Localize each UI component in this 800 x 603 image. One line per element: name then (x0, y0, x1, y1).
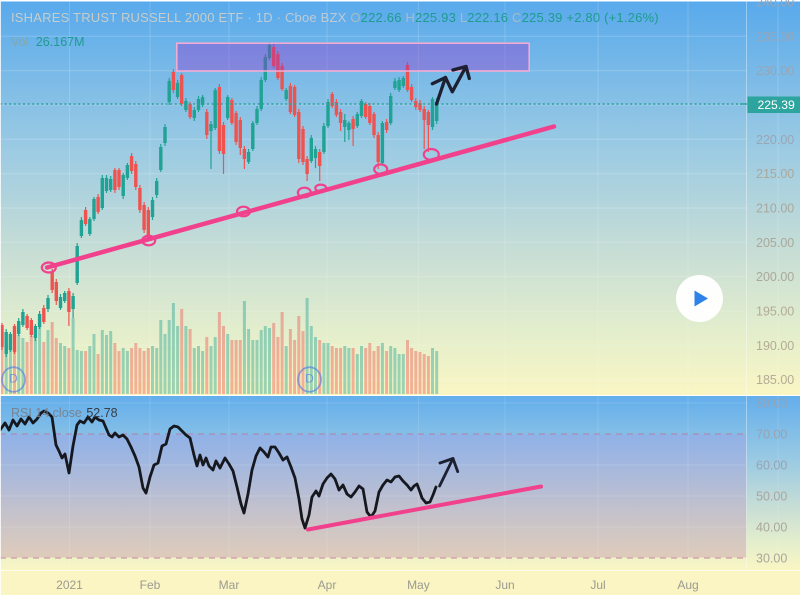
svg-text:70.00: 70.00 (756, 428, 787, 442)
svg-text:RSI 14 close 52.78: RSI 14 close 52.78 (11, 406, 118, 420)
svg-text:195.00: 195.00 (756, 305, 794, 319)
svg-text:220.00: 220.00 (756, 133, 794, 147)
svg-text:D: D (9, 372, 18, 386)
svg-text:215.00: 215.00 (756, 167, 794, 181)
svg-text:190.00: 190.00 (756, 339, 794, 353)
svg-text:2021: 2021 (56, 578, 83, 592)
svg-text:Jul: Jul (590, 578, 605, 592)
svg-text:D: D (305, 372, 314, 386)
svg-text:230.00: 230.00 (756, 64, 794, 78)
svg-text:Aug: Aug (677, 578, 698, 592)
svg-text:Mar: Mar (219, 578, 240, 592)
svg-text:185.00: 185.00 (756, 373, 794, 387)
svg-text:80.00: 80.00 (756, 397, 787, 411)
svg-text:Jun: Jun (495, 578, 514, 592)
svg-text:50.00: 50.00 (756, 490, 787, 504)
svg-text:210.00: 210.00 (756, 202, 794, 216)
svg-text:Feb: Feb (140, 578, 161, 592)
svg-text:Vol 26.167M: Vol 26.167M (11, 35, 85, 49)
svg-text:200.00: 200.00 (756, 270, 794, 284)
svg-text:May: May (407, 578, 430, 592)
svg-text:60.00: 60.00 (756, 459, 787, 473)
svg-text:Apr: Apr (318, 578, 337, 592)
svg-text:205.00: 205.00 (756, 236, 794, 250)
svg-text:ISHARES TRUST RUSSELL 2000 ETF: ISHARES TRUST RUSSELL 2000 ETF · 1D · Cb… (11, 10, 659, 25)
svg-text:240.00: 240.00 (756, 0, 794, 10)
svg-text:30.00: 30.00 (756, 552, 787, 566)
svg-text:40.00: 40.00 (756, 521, 787, 535)
svg-text:225.39: 225.39 (758, 98, 795, 112)
svg-text:235.00: 235.00 (756, 30, 794, 44)
